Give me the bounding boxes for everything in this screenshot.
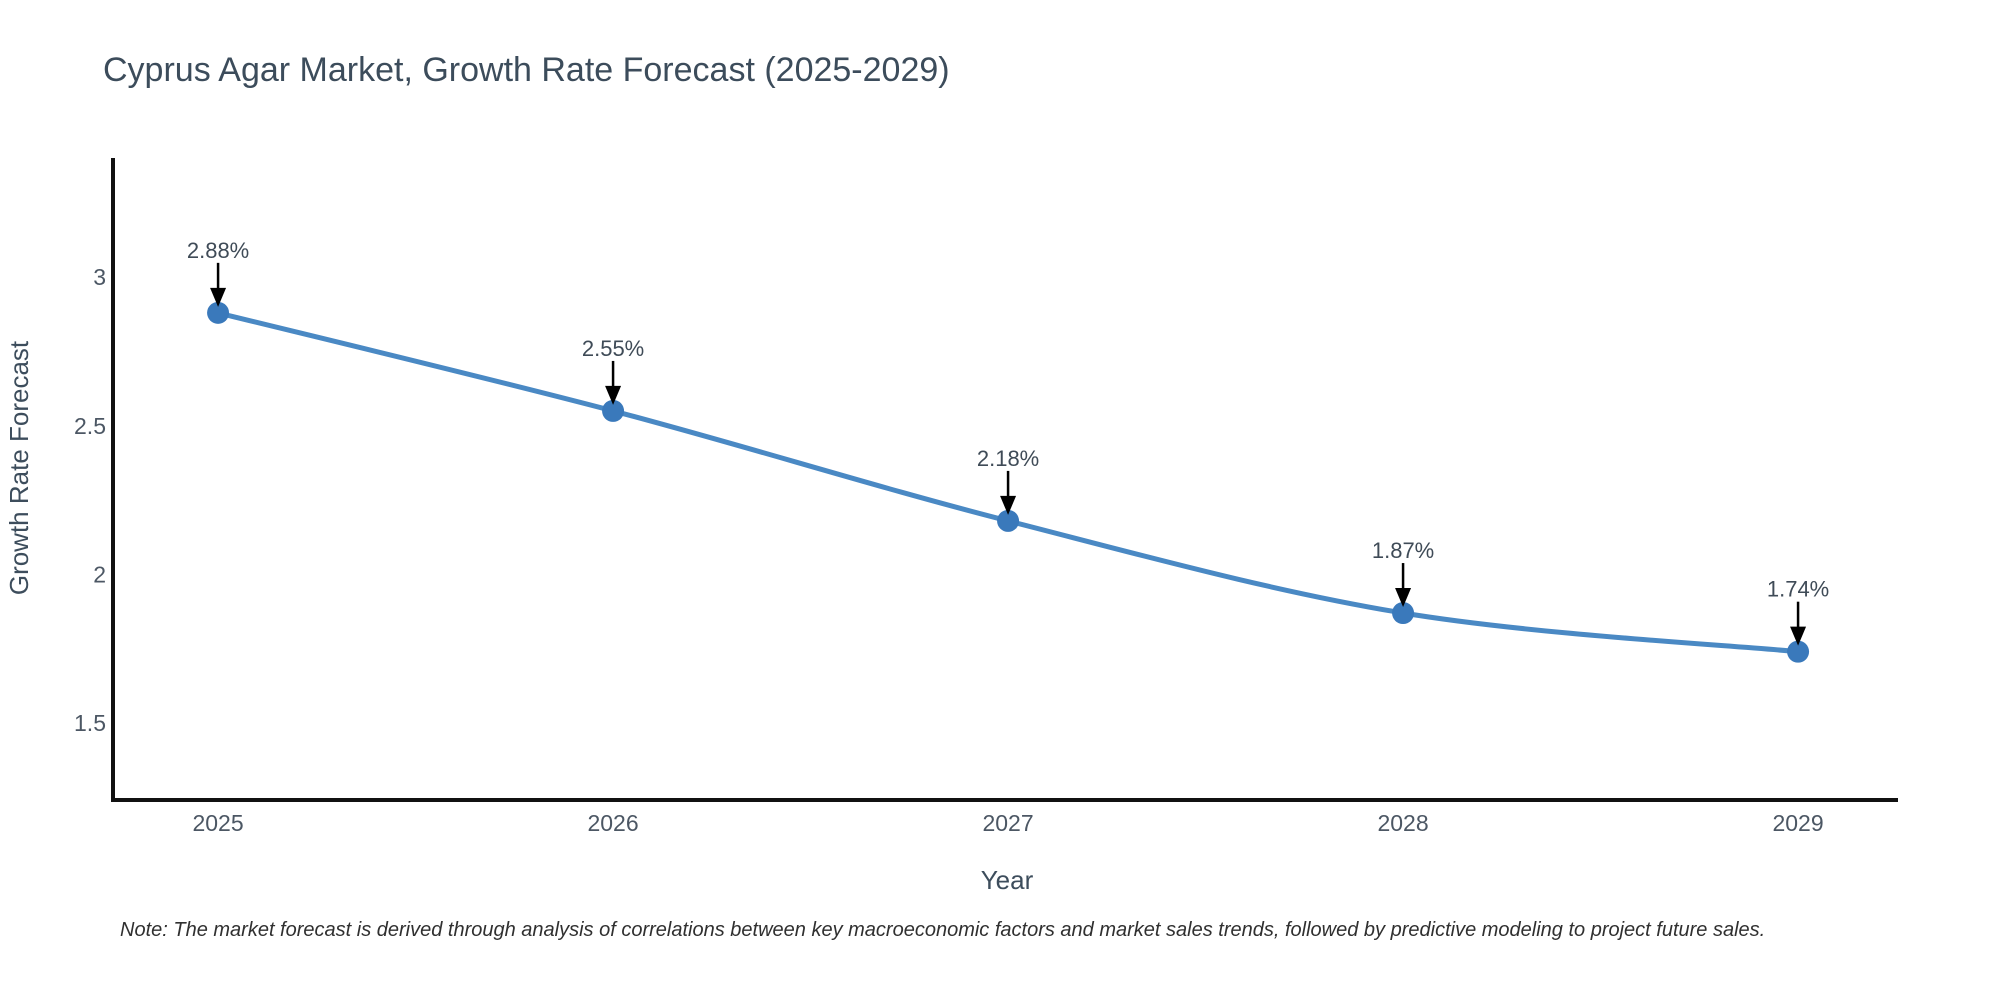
chart-title: Cyprus Agar Market, Growth Rate Forecast… xyxy=(103,51,950,89)
point-value-label: 2.18% xyxy=(977,446,1039,471)
y-tick-label: 2.5 xyxy=(74,413,106,439)
annotation-arrowhead-icon xyxy=(1790,626,1807,646)
point-value-label: 2.55% xyxy=(582,336,644,361)
data-point-marker-2025 xyxy=(207,301,230,324)
x-tick-label: 2025 xyxy=(192,810,243,836)
data-point-marker-2029 xyxy=(1787,640,1810,663)
data-point-marker-2026 xyxy=(602,399,625,422)
x-tick-label: 2028 xyxy=(1377,810,1428,836)
axis-lines xyxy=(111,158,1898,802)
point-value-label: 1.74% xyxy=(1767,577,1829,602)
y-tick-label: 1.5 xyxy=(74,710,106,736)
data-point-marker-2028 xyxy=(1392,602,1415,625)
annotation-arrowhead-icon xyxy=(605,385,622,405)
chart-footnote: Note: The market forecast is derived thr… xyxy=(120,919,1766,941)
y-tick-label: 2 xyxy=(93,561,106,587)
data-point-marker-2027 xyxy=(997,509,1020,532)
x-axis-title: Year xyxy=(981,865,1034,895)
annotation-arrowhead-icon xyxy=(210,287,227,307)
y-tick-label: 3 xyxy=(93,264,106,290)
x-tick-label: 2026 xyxy=(587,810,638,836)
annotation-arrowhead-icon xyxy=(1000,495,1017,515)
point-value-label: 2.88% xyxy=(187,238,249,263)
annotation-arrowhead-icon xyxy=(1395,588,1412,608)
point-value-label: 1.87% xyxy=(1372,538,1434,563)
x-tick-label: 2027 xyxy=(982,810,1033,836)
y-axis-title: Growth Rate Forecast xyxy=(4,340,34,595)
x-tick-label: 2029 xyxy=(1772,810,1823,836)
